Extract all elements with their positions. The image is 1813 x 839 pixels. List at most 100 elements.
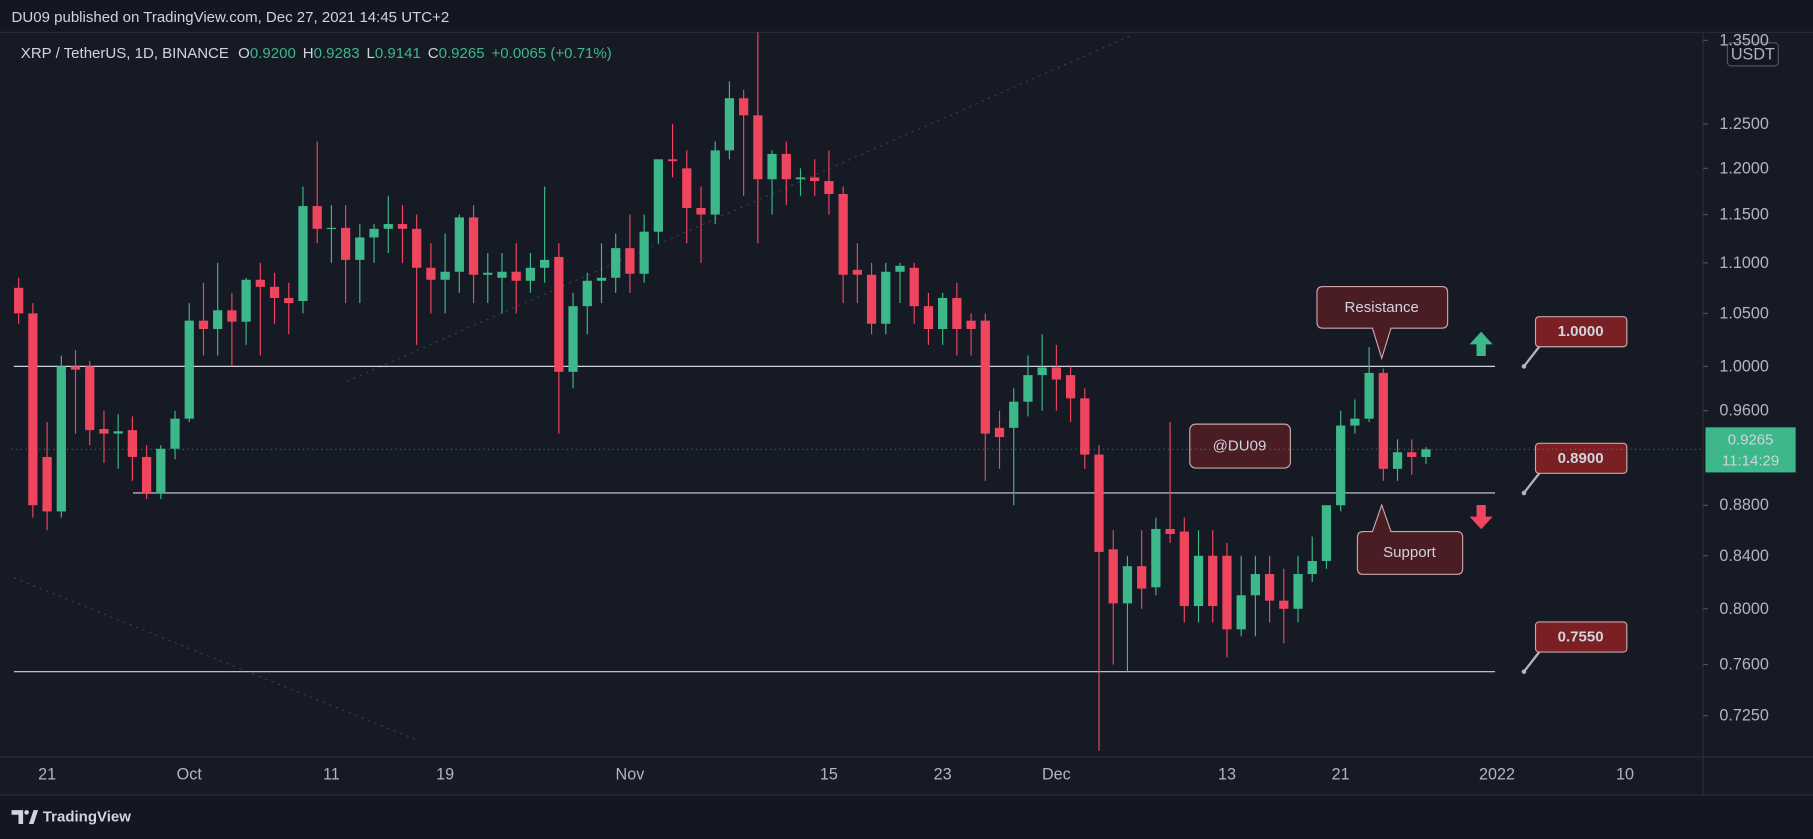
candle-body <box>1364 372 1374 419</box>
chart-panel <box>0 32 1813 796</box>
candle-body <box>1208 555 1218 607</box>
candle-body <box>852 269 862 275</box>
candle-body <box>639 231 649 274</box>
x-tick-label: 19 <box>436 765 454 783</box>
candle-body <box>710 150 720 215</box>
y-tick-label: 0.9600 <box>1719 402 1768 420</box>
x-tick-label: 21 <box>1332 765 1350 783</box>
candle-body <box>383 224 393 229</box>
legend-value: 0.9265 <box>439 45 485 62</box>
candle-body <box>881 271 891 324</box>
up-arrow <box>1469 331 1493 356</box>
candle-body <box>468 217 479 275</box>
y-tick-label: 1.0000 <box>1719 357 1768 375</box>
candle-body <box>525 267 536 281</box>
candle-body <box>994 427 1005 438</box>
level-anchor <box>1521 490 1527 496</box>
y-tick-label: 0.8400 <box>1719 547 1768 565</box>
candle-body <box>1037 367 1047 376</box>
level-box <box>1534 316 1628 348</box>
candle-body <box>184 320 194 419</box>
candle-body <box>70 366 81 370</box>
candle-body <box>966 320 976 330</box>
candle-body <box>1108 549 1118 604</box>
candle-body <box>1350 418 1360 426</box>
level-label: 1.0000 <box>1558 323 1604 340</box>
trend-line <box>13 577 417 741</box>
candle-body <box>568 306 578 372</box>
candle-body <box>739 98 749 116</box>
logo-mark <box>11 810 24 824</box>
level-label: 0.7550 <box>1558 629 1604 646</box>
candle-body <box>1378 372 1388 469</box>
candle-body <box>1151 528 1161 588</box>
candle-body <box>454 217 464 272</box>
candle-body <box>1407 452 1417 457</box>
candle-body <box>511 271 521 281</box>
candle-body <box>696 207 706 215</box>
candle-body <box>667 159 678 162</box>
countdown: 11:14:29 <box>1722 452 1779 469</box>
y-tick-label: 1.0500 <box>1719 304 1768 322</box>
candle-body <box>269 286 280 298</box>
legend-value: 0.9141 <box>375 45 421 62</box>
y-tick-label: 1.2000 <box>1719 159 1768 177</box>
candle-body <box>340 227 351 260</box>
candle-body <box>483 272 493 275</box>
legend-value: 0.9283 <box>314 45 360 62</box>
trend-line <box>346 34 1134 382</box>
candle-body <box>440 271 450 280</box>
candle-body <box>113 431 123 434</box>
candle-body <box>952 297 962 330</box>
callout-text: Support <box>1383 544 1436 561</box>
candle-body <box>298 206 308 302</box>
candle-body <box>1051 367 1061 380</box>
candle-body <box>895 265 905 272</box>
level-pointer <box>1523 344 1542 368</box>
last-price-badge <box>1705 427 1796 473</box>
legend-key: C <box>428 45 439 62</box>
candle-body <box>1065 375 1076 399</box>
symbol: XRP / TetherUS, 1D, BINANCE <box>21 45 229 62</box>
callout-text: Resistance <box>1345 299 1419 316</box>
candle-body <box>810 177 820 182</box>
candle-body <box>909 267 919 307</box>
candle-body <box>312 206 322 229</box>
legend-key: L <box>367 45 375 62</box>
callout-shape <box>1189 423 1291 469</box>
legend-change: +0.0065 (+0.71%) <box>492 45 612 62</box>
candle-body <box>14 287 24 314</box>
y-tick-label: 0.8000 <box>1719 600 1768 618</box>
candle-body <box>1193 555 1204 607</box>
candle-body <box>1336 425 1346 506</box>
x-tick-label: 13 <box>1218 765 1236 783</box>
level-box <box>1534 442 1628 474</box>
candle-body <box>99 428 109 434</box>
legend-key: O <box>238 45 250 62</box>
candle-body <box>355 237 365 260</box>
x-tick-label: Oct <box>177 765 203 783</box>
candle-body <box>866 274 877 324</box>
candle-body <box>1094 454 1104 552</box>
candle-body <box>653 159 663 232</box>
candle-body <box>1307 560 1317 575</box>
last-price: 0.9265 <box>1728 432 1774 449</box>
level-pointer <box>1523 650 1542 673</box>
candle-body <box>284 297 294 304</box>
candle-body <box>397 224 408 229</box>
candle-body <box>611 248 621 278</box>
candle-body <box>326 227 337 230</box>
candle-body <box>1236 595 1246 630</box>
candle-body <box>596 277 607 281</box>
y-tick-label: 1.1000 <box>1719 254 1768 272</box>
candle-body <box>625 248 635 274</box>
candle-body <box>1222 555 1232 630</box>
candle-body <box>241 279 251 322</box>
candle-body <box>255 279 265 287</box>
support-callout: Support <box>1356 503 1464 575</box>
candle-body <box>213 310 223 330</box>
currency: USDT <box>1731 45 1775 63</box>
candle-body <box>1080 398 1090 455</box>
legend-key: H <box>303 45 314 62</box>
x-tick-label: Nov <box>616 765 646 783</box>
